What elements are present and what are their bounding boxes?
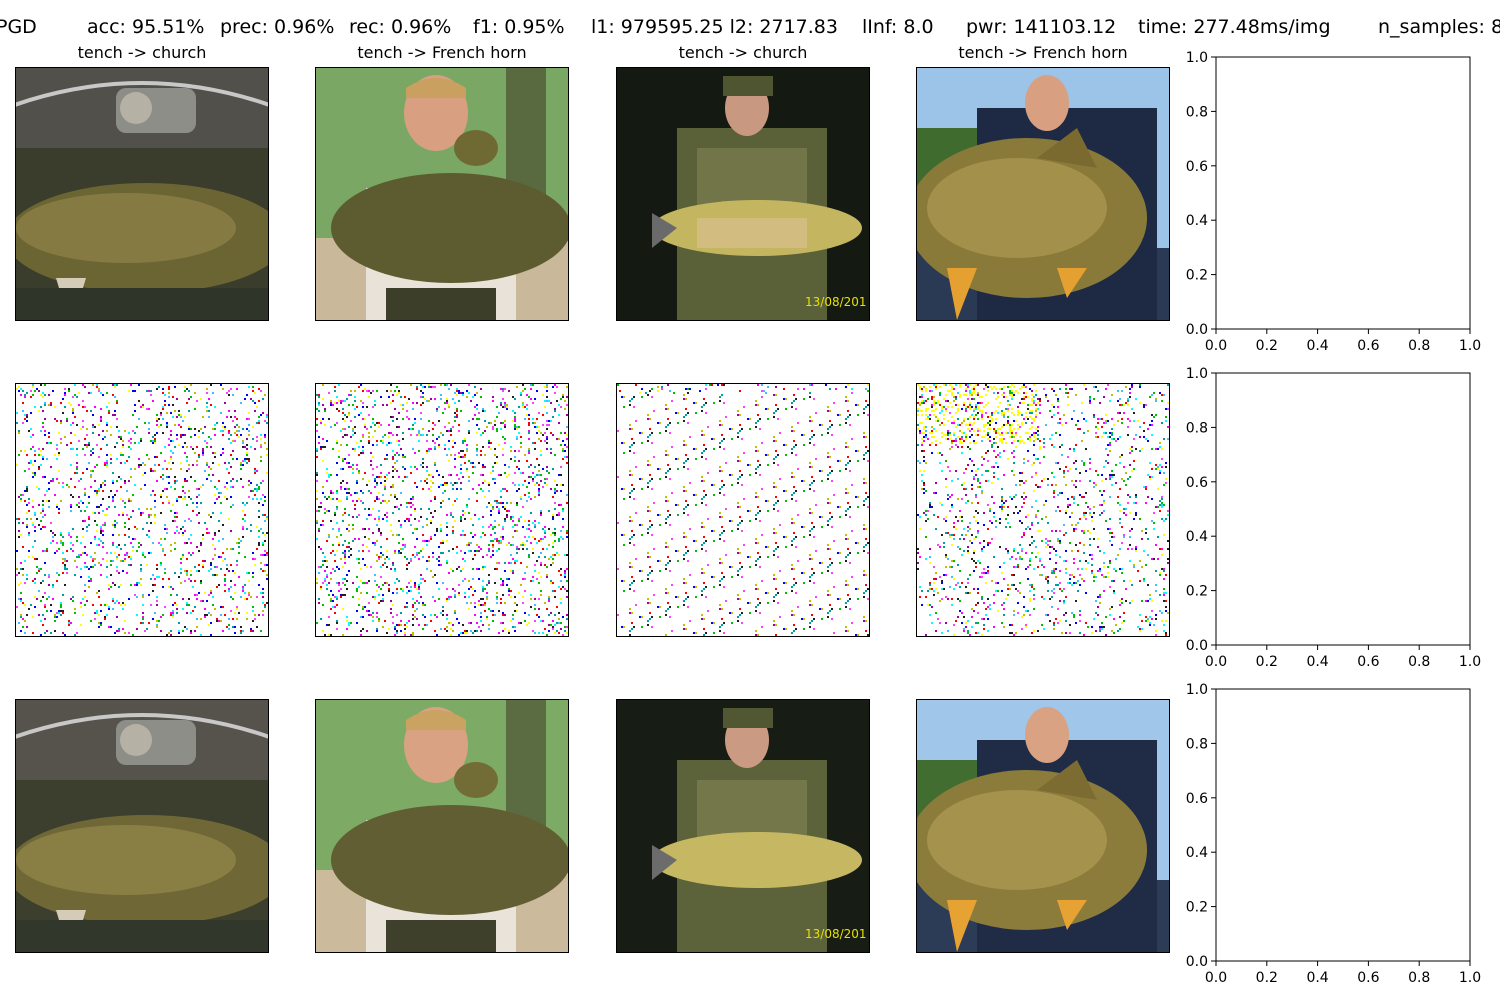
figure-suptitle: PGD acc: 95.51% prec: 0.96% rec: 0.96% f…: [0, 16, 1500, 42]
perturbation-image-1: [15, 383, 269, 637]
suptitle-rec: rec: 0.96%: [349, 16, 452, 38]
y-tick-label: 0.0: [1186, 638, 1208, 654]
x-tick-label: 0.4: [1306, 654, 1328, 670]
y-tick-label: 0.6: [1186, 475, 1208, 491]
column-title-3: tench -> church: [678, 43, 808, 62]
x-tick-label: 0.6: [1357, 654, 1379, 670]
perturbation-image-2: [315, 383, 569, 637]
y-tick-label: 1.0: [1186, 50, 1208, 66]
empty-axes-3: 0.0 0.2 0.4 0.6 0.8 1.0 0.0 0.2 0.4 0.6 0.8 1.0: [1186, 682, 1481, 986]
adversarial-image-4: [916, 699, 1170, 953]
x-tick-label: 1.0: [1459, 338, 1481, 354]
x-tick-label: 0.6: [1357, 970, 1379, 986]
suptitle-linf: lInf: 8.0: [862, 16, 934, 38]
y-tick-label: 0.8: [1186, 420, 1208, 436]
suptitle-method: PGD: [0, 16, 37, 38]
x-tick-label: 0.4: [1306, 338, 1328, 354]
axes-frame: [1215, 56, 1471, 330]
y-tick-label: 0.2: [1186, 584, 1208, 600]
y-tick-label: 0.6: [1186, 159, 1208, 175]
column-title-2: tench -> French horn: [357, 43, 527, 62]
original-image-4: [916, 67, 1170, 321]
perturbation-image-4: [916, 383, 1170, 637]
adversarial-image-1: [15, 699, 269, 953]
y-tick-label: 0.2: [1186, 900, 1208, 916]
x-tick-label: 0.0: [1205, 970, 1227, 986]
x-tick-label: 0.8: [1408, 970, 1430, 986]
y-tick-label: 0.0: [1186, 322, 1208, 338]
y-tick-label: 0.8: [1186, 104, 1208, 120]
x-tick-label: 0.8: [1408, 654, 1430, 670]
x-tick-label: 1.0: [1459, 654, 1481, 670]
axes-frame: [1215, 688, 1471, 962]
x-tick-label: 0.2: [1256, 654, 1278, 670]
empty-axes-2: 0.0 0.2 0.4 0.6 0.8 1.0 0.0 0.2 0.4 0.6 0.8 1.0: [1186, 366, 1481, 670]
y-tick-label: 0.4: [1186, 529, 1208, 545]
adversarial-image-3: 13/08/201: [616, 699, 870, 953]
column-title-4: tench -> French horn: [958, 43, 1128, 62]
y-tick-label: 0.8: [1186, 736, 1208, 752]
y-tick-label: 1.0: [1186, 682, 1208, 698]
y-tick-label: 0.0: [1186, 954, 1208, 970]
y-tick-label: 0.2: [1186, 268, 1208, 284]
suptitle-acc: acc: 95.51%: [87, 16, 205, 38]
column-title-1: tench -> church: [77, 43, 207, 62]
x-tick-label: 0.2: [1256, 338, 1278, 354]
x-tick-label: 1.0: [1459, 970, 1481, 986]
empty-axes-1: 0.0 0.2 0.4 0.6 0.8 1.0 0.0 0.2 0.4 0.6 0.8 1.0: [1186, 50, 1481, 354]
x-tick-label: 0.6: [1357, 338, 1379, 354]
suptitle-n-samples: n_samples: 8: [1378, 16, 1500, 38]
y-tick-label: 0.4: [1186, 845, 1208, 861]
suptitle-l1-l2: l1: 979595.25 l2: 2717.83: [591, 16, 838, 38]
suptitle-f1: f1: 0.95%: [473, 16, 565, 38]
x-tick-label: 0.2: [1256, 970, 1278, 986]
photo-timestamp: 13/08/201: [805, 295, 867, 309]
x-tick-label: 0.4: [1306, 970, 1328, 986]
x-tick-label: 0.0: [1205, 338, 1227, 354]
original-image-2: [315, 67, 569, 321]
x-tick-label: 0.8: [1408, 338, 1430, 354]
suptitle-time: time: 277.48ms/img: [1138, 16, 1331, 38]
y-tick-label: 0.6: [1186, 791, 1208, 807]
original-image-3: 13/08/201: [616, 67, 870, 321]
suptitle-pwr: pwr: 141103.12: [966, 16, 1117, 38]
original-image-1: [15, 67, 269, 321]
suptitle-prec: prec: 0.96%: [220, 16, 335, 38]
y-tick-label: 1.0: [1186, 366, 1208, 382]
x-tick-label: 0.0: [1205, 654, 1227, 670]
photo-timestamp: 13/08/201: [805, 927, 867, 941]
axes-frame: [1215, 372, 1471, 646]
adversarial-image-2: [315, 699, 569, 953]
y-tick-label: 0.4: [1186, 213, 1208, 229]
perturbation-image-3: [616, 383, 870, 637]
